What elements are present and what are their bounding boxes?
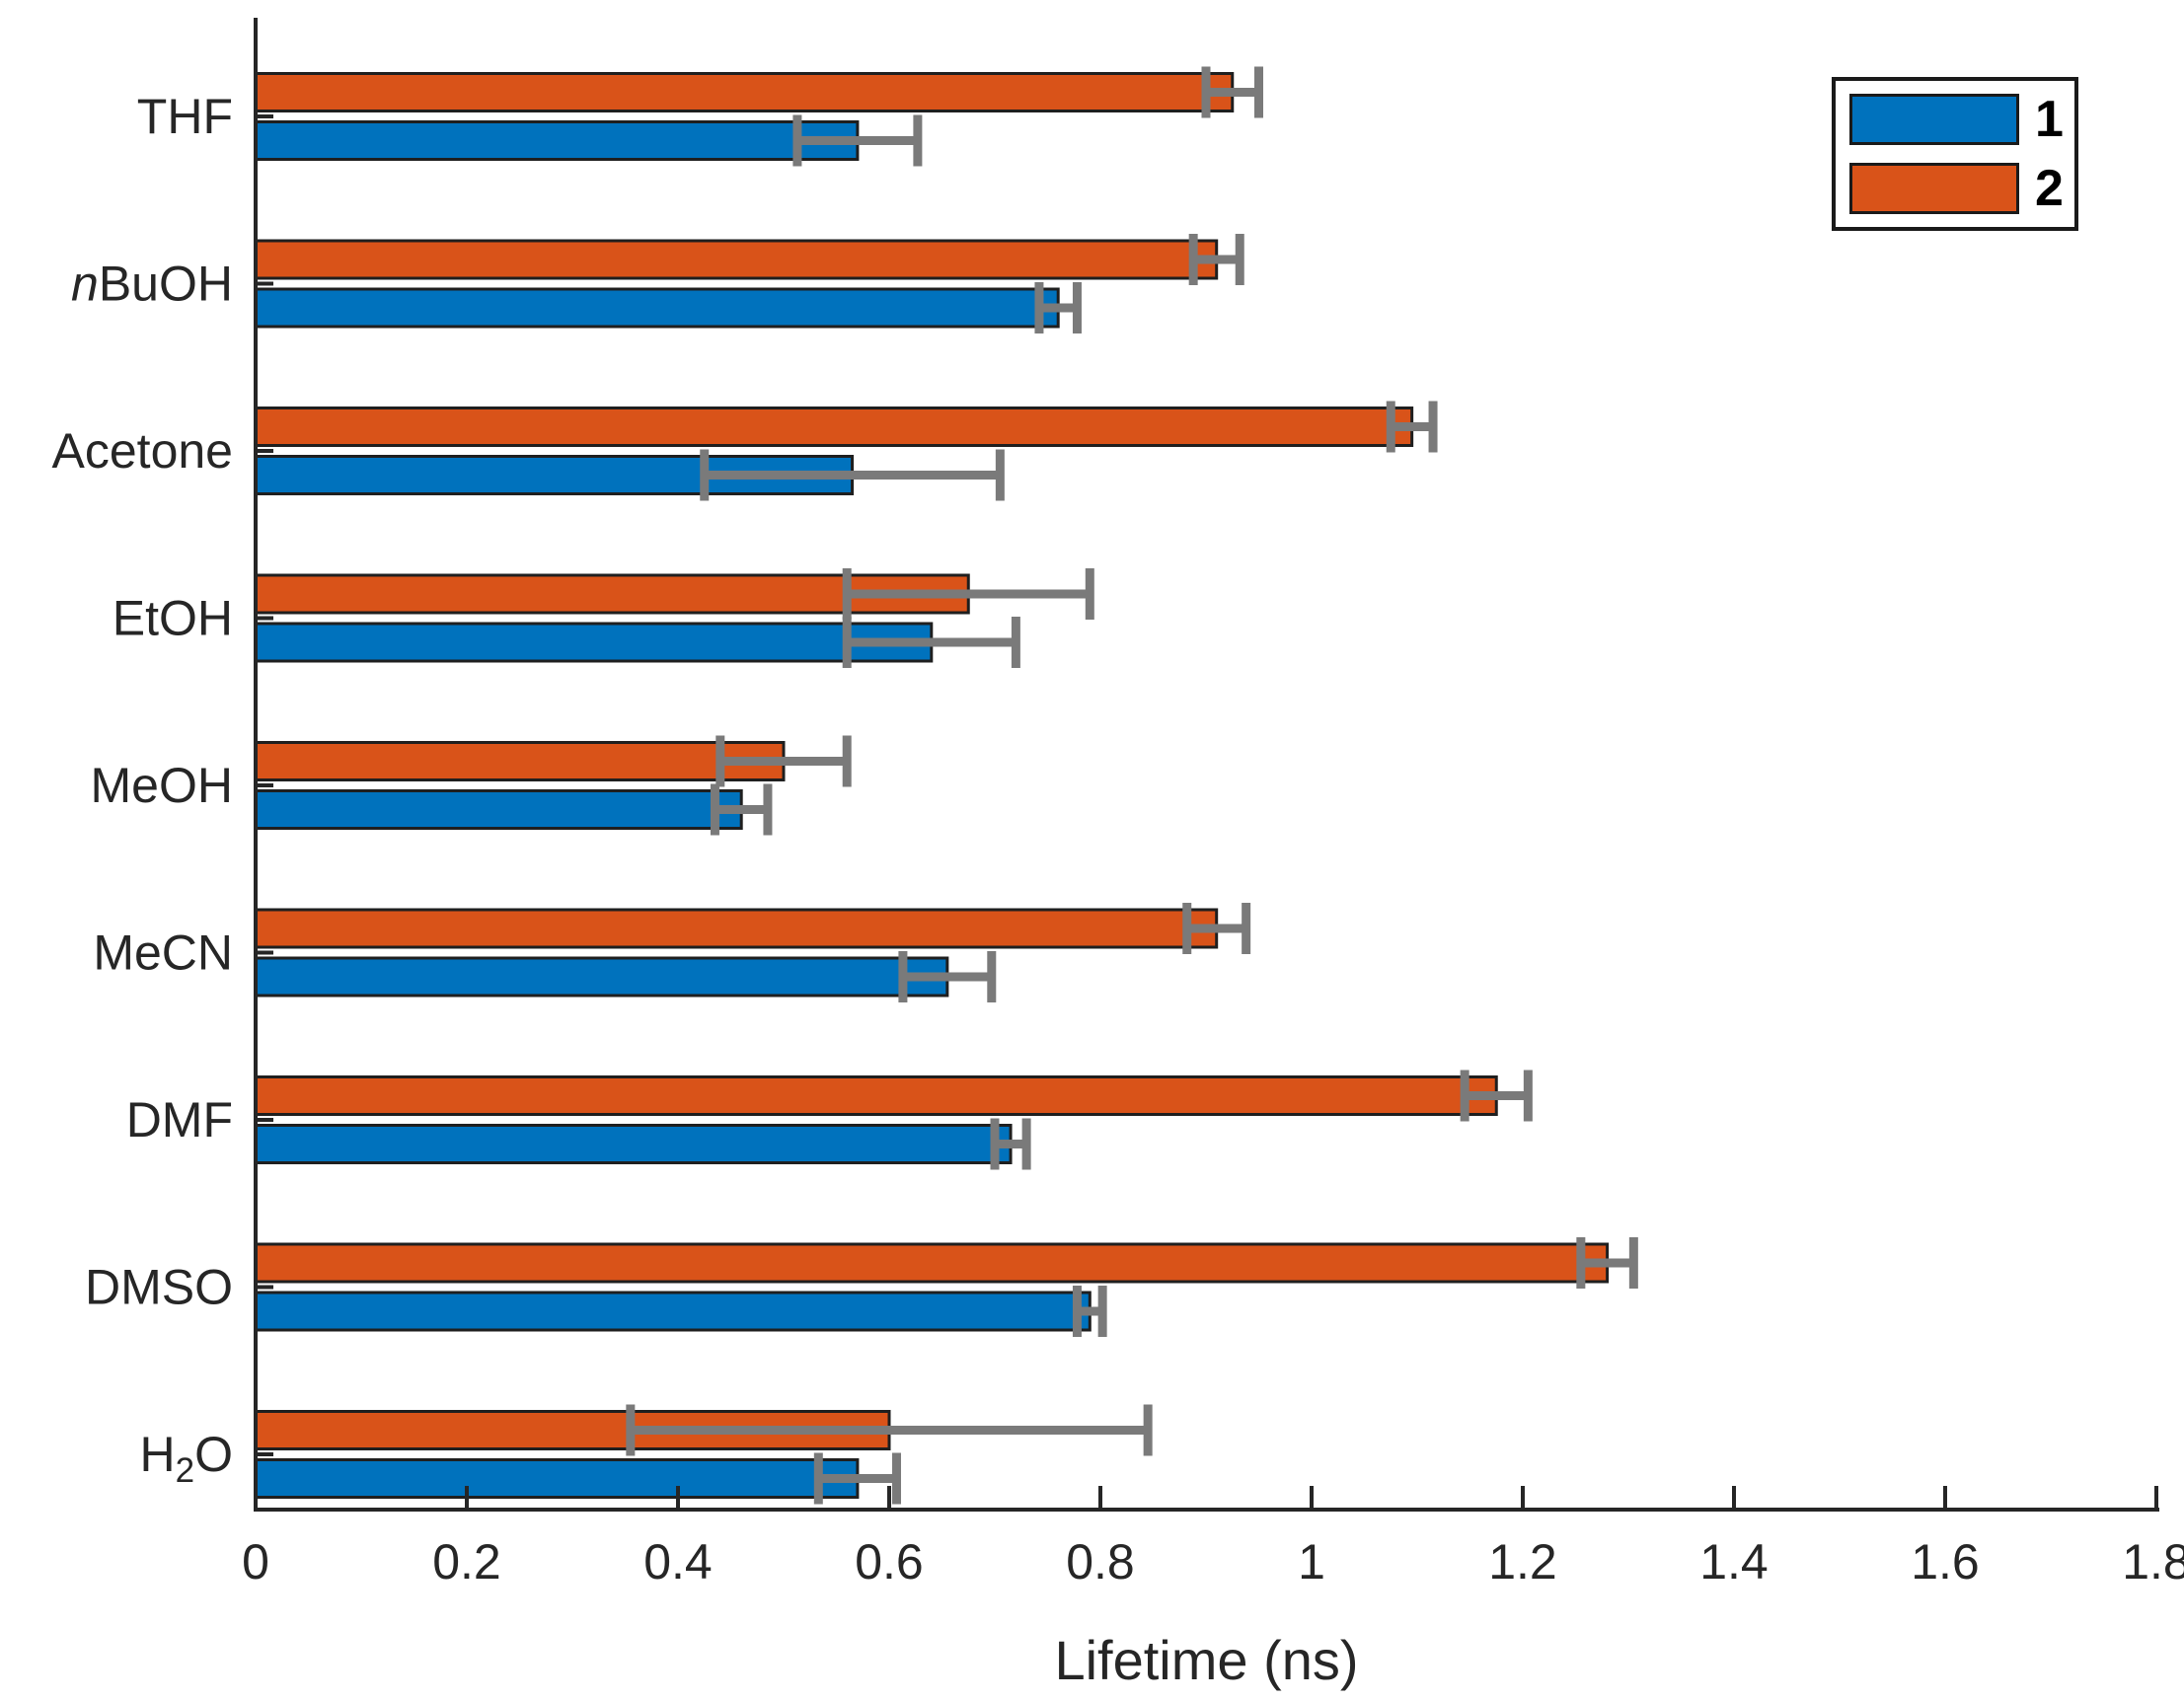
- x-tick-label: 1.4: [1699, 1534, 1769, 1590]
- errorbar-H2O-series-2: [626, 1404, 1153, 1456]
- bar-DMF-series-1: [254, 1124, 1013, 1164]
- x-axis-title: Lifetime (ns): [1054, 1629, 1359, 1691]
- category-label-THF: THF: [137, 89, 233, 144]
- errorbar-EtOH-series-2: [842, 568, 1094, 620]
- category-label-DMSO: DMSO: [85, 1260, 233, 1315]
- errorbar-MeOH-series-1: [710, 783, 773, 836]
- x-tick-label: 1.6: [1911, 1534, 1980, 1590]
- errorbar-MeOH-series-2: [715, 735, 852, 787]
- legend-label-series-1: 1: [2035, 91, 2064, 148]
- errorbar-Acetone-series-2: [1386, 401, 1438, 453]
- errorbar-nBuOH-series-1: [1034, 282, 1082, 333]
- x-tick-label: 0.4: [643, 1534, 713, 1590]
- x-tick-label: 1.2: [1488, 1534, 1557, 1590]
- errorbar-DMF-series-2: [1460, 1070, 1533, 1122]
- errorbar-MeCN-series-2: [1182, 903, 1251, 954]
- category-label-EtOH: EtOH: [113, 591, 233, 646]
- errorbar-THF-series-2: [1201, 66, 1263, 118]
- bar-DMSO-series-2: [254, 1242, 1610, 1284]
- category-label-Acetone: Acetone: [52, 423, 233, 479]
- category-label-MeOH: MeOH: [91, 758, 233, 813]
- legend-swatch-series-2: [1849, 163, 2019, 214]
- category-label-DMF: DMF: [126, 1092, 233, 1147]
- bar-Acetone-series-2: [254, 407, 1414, 447]
- errorbar-nBuOH-series-2: [1188, 234, 1244, 285]
- legend-entry-series-1: 1: [1849, 94, 2074, 145]
- legend-entry-series-2: 2: [1849, 163, 2074, 214]
- bar-MeOH-series-1: [254, 789, 743, 830]
- errorbar-EtOH-series-1: [842, 617, 1020, 668]
- category-label-nBuOH: nBuOH: [71, 257, 233, 312]
- errorbar-DMSO-series-1: [1072, 1286, 1107, 1337]
- bar-EtOH-series-1: [254, 622, 934, 663]
- bar-nBuOH-series-1: [254, 287, 1060, 329]
- x-tick-label: 0: [242, 1534, 269, 1590]
- legend: 1 2: [1832, 77, 2078, 231]
- x-tick-label: 0.8: [1066, 1534, 1135, 1590]
- bar-nBuOH-series-2: [254, 239, 1219, 280]
- bar-H2O-series-1: [254, 1458, 860, 1499]
- errorbar-THF-series-1: [792, 114, 923, 167]
- bar-DMF-series-2: [254, 1075, 1498, 1116]
- bar-MeCN-series-2: [254, 908, 1219, 949]
- bar-MeOH-series-2: [254, 741, 786, 781]
- category-label-MeCN: MeCN: [93, 925, 233, 981]
- bar-THF-series-1: [254, 120, 860, 161]
- errorbar-Acetone-series-1: [700, 449, 1005, 501]
- errorbar-DMSO-series-2: [1576, 1237, 1638, 1289]
- legend-label-series-2: 2: [2035, 160, 2064, 217]
- bar-MeCN-series-1: [254, 956, 949, 998]
- x-tick-label: 1: [1298, 1534, 1325, 1590]
- category-label-H2O: H2O: [140, 1427, 233, 1490]
- x-tick-label: 0.2: [432, 1534, 501, 1590]
- x-tick-label: 0.6: [855, 1534, 924, 1590]
- errorbar-H2O-series-1: [813, 1452, 901, 1505]
- errorbar-MeCN-series-1: [898, 951, 997, 1002]
- bar-DMSO-series-1: [254, 1291, 1092, 1332]
- bar-THF-series-2: [254, 72, 1235, 112]
- x-tick-label: 1.8: [2122, 1534, 2184, 1590]
- errorbar-DMF-series-1: [990, 1118, 1031, 1170]
- legend-swatch-series-1: [1849, 94, 2019, 145]
